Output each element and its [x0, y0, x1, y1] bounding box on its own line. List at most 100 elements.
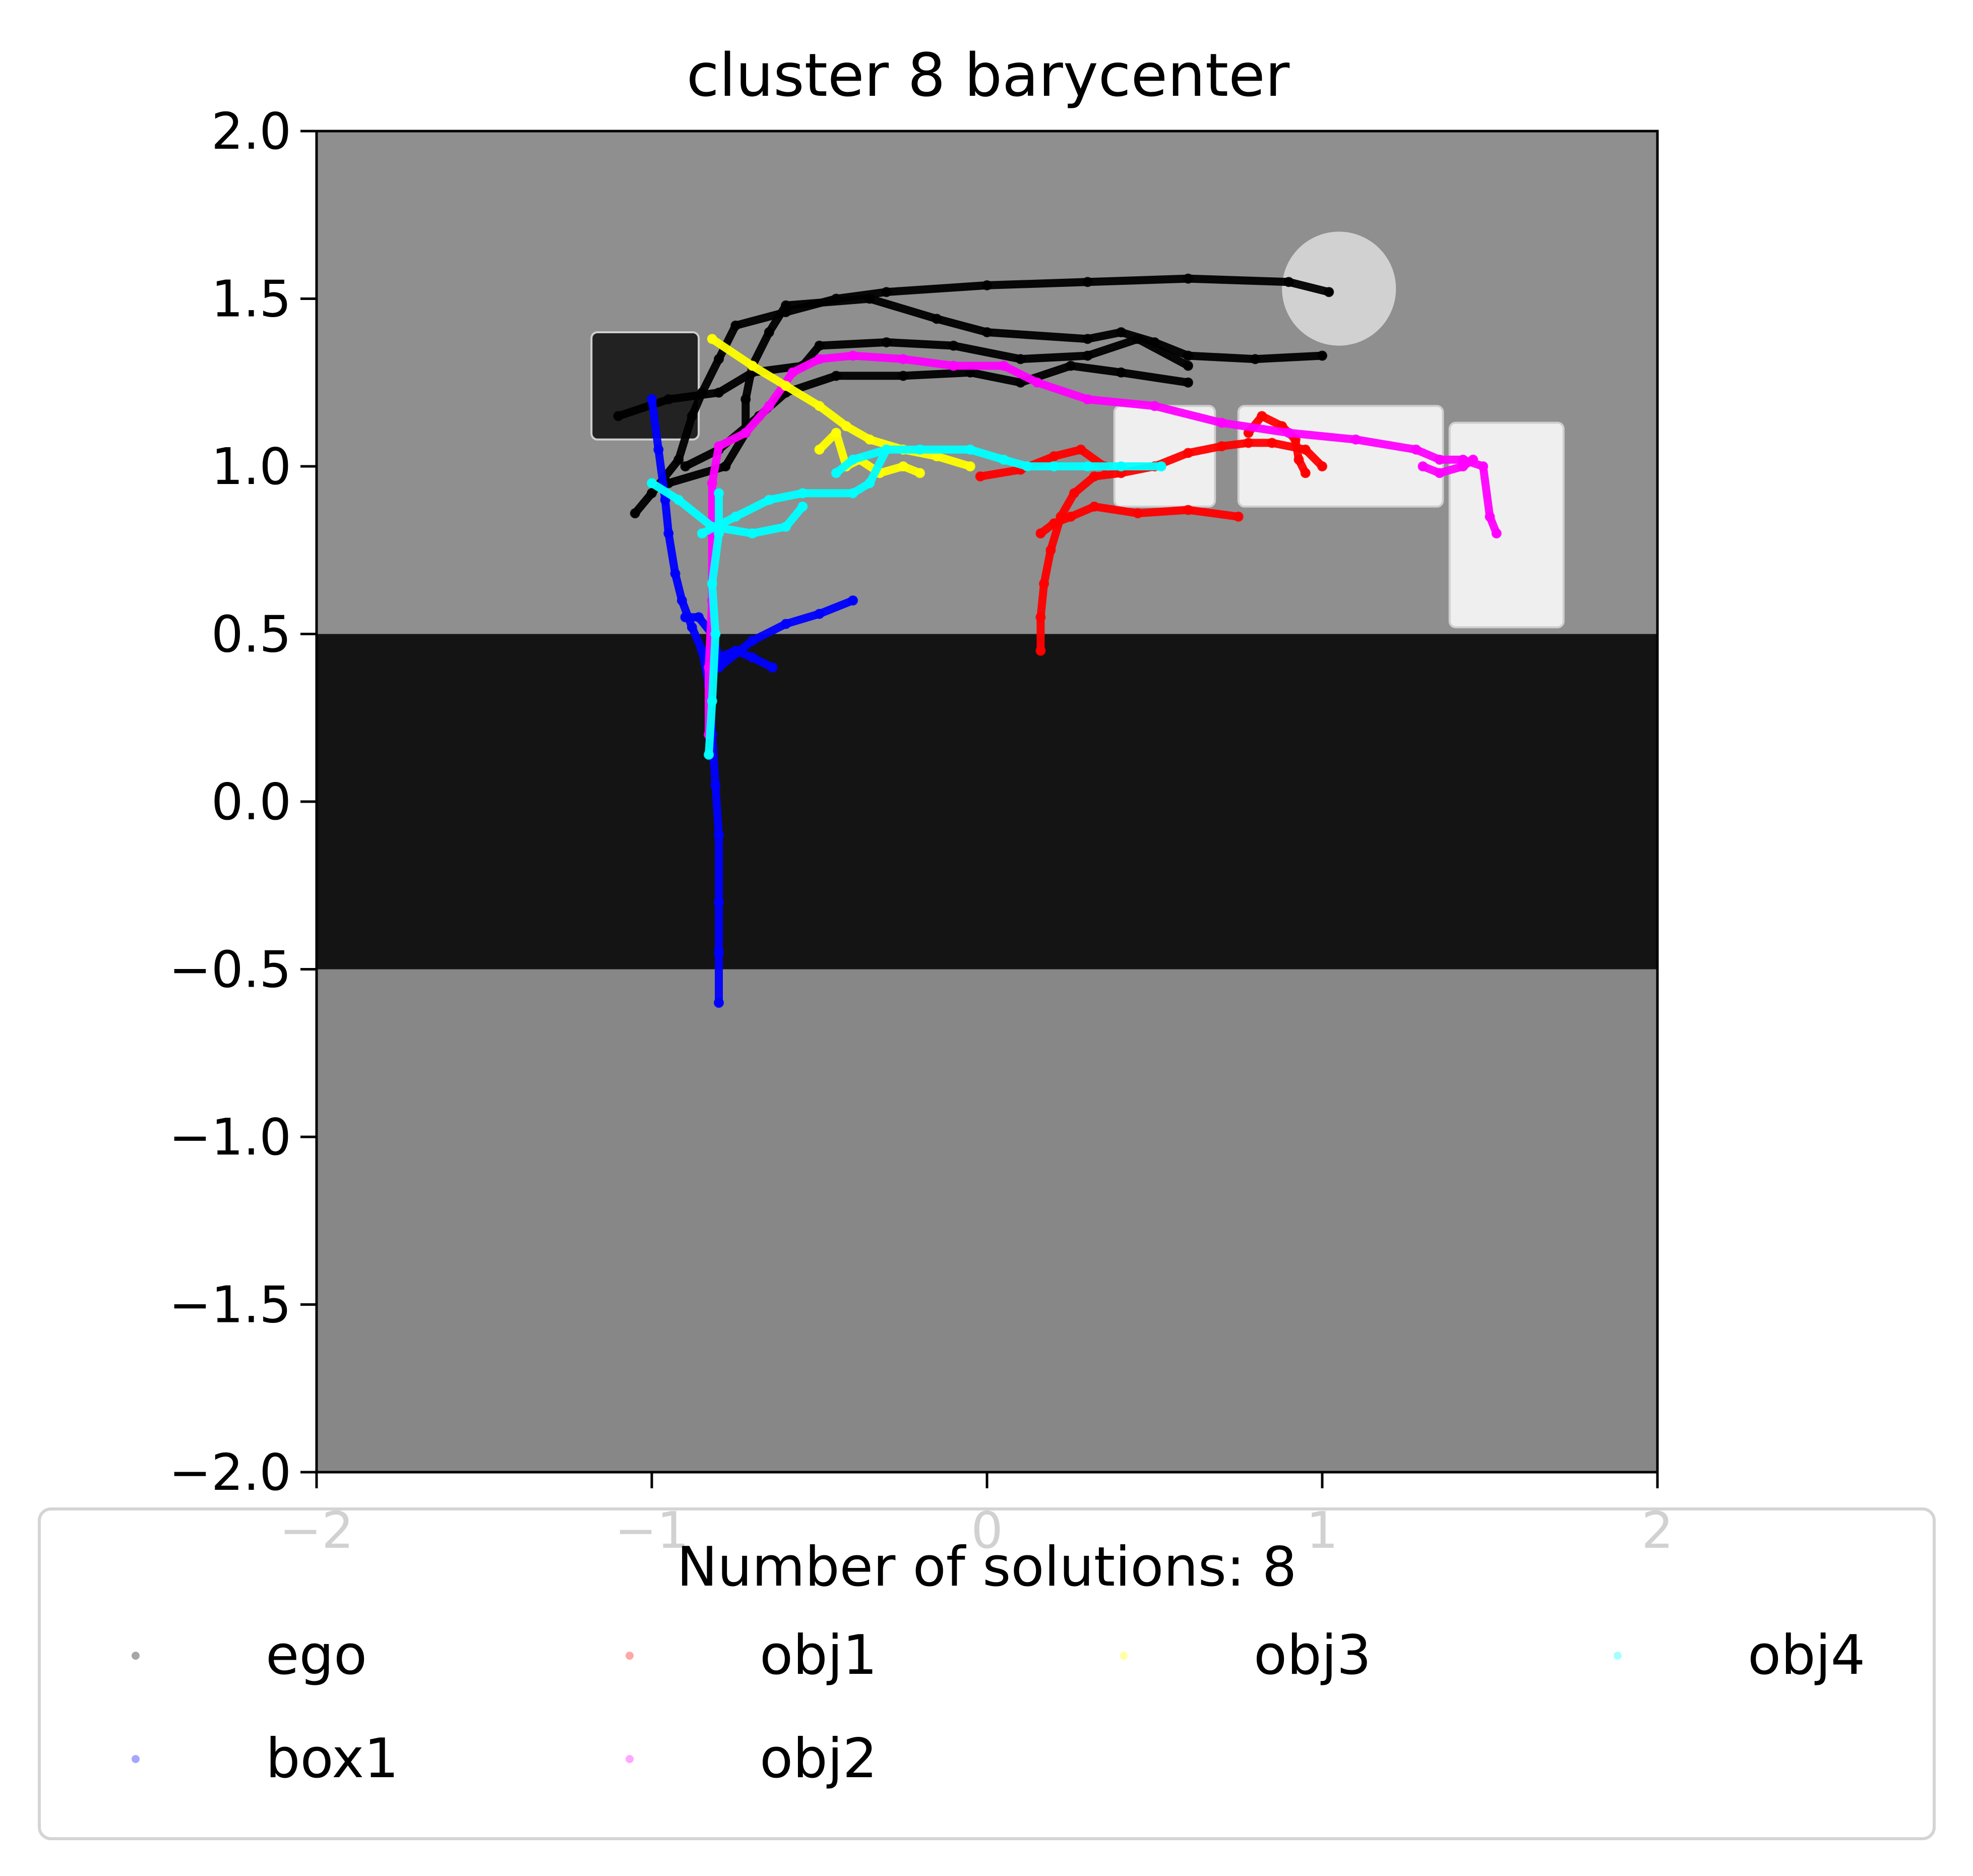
point-obj1-0-1	[1035, 612, 1046, 623]
point-box1-1-5	[747, 652, 758, 663]
obstacle-round-disc	[1282, 231, 1396, 346]
point-obj4-1-6	[965, 444, 975, 455]
point-obj1-3-6	[1035, 528, 1046, 538]
point-obj2-0-10	[1082, 394, 1093, 404]
legend-label-ego: ego	[266, 1624, 367, 1687]
point-obj3-0-8	[965, 461, 975, 471]
point-ego-0-8	[730, 320, 741, 331]
point-ego-0-3	[1082, 277, 1093, 287]
point-box1-0-3	[663, 528, 674, 538]
point-ego-2-8	[865, 293, 875, 304]
point-obj4-2-1	[865, 478, 875, 489]
y-tick-label: 0.5	[211, 605, 291, 664]
point-ego-3-10	[680, 461, 691, 471]
point-box1-1-0	[680, 612, 691, 623]
point-ego-2-3	[1149, 337, 1160, 347]
point-obj4-0-1	[707, 696, 717, 706]
point-ego-2-14	[720, 461, 731, 471]
legend-label-box1: box1	[266, 1727, 399, 1790]
point-obj4-0-2	[710, 629, 721, 639]
point-obj2-0-9	[1149, 401, 1160, 411]
point-ego-3-5	[898, 371, 908, 381]
point-obj2-0-14	[898, 354, 908, 365]
point-obj4-2-0	[881, 444, 892, 455]
point-box1-2-2	[781, 619, 791, 629]
point-obj3-1-1	[831, 428, 841, 438]
legend-marker-obj3	[1120, 1651, 1128, 1660]
point-obj4-2-3	[797, 488, 808, 499]
region-floor-upper	[317, 131, 1657, 634]
point-obj2-1-1	[1434, 468, 1445, 478]
point-obj4-2-5	[730, 511, 741, 522]
legend-label-obj4: obj4	[1748, 1624, 1866, 1687]
point-ego-2-2	[1183, 350, 1193, 361]
point-obj2-0-11	[1032, 377, 1042, 388]
y-tick-label: 1.0	[211, 437, 291, 496]
point-obj1-3-3	[1089, 501, 1099, 512]
legend-entry-box1: box1	[46, 1727, 399, 1790]
point-obj2-0-4	[1434, 454, 1445, 465]
point-obj1-1-2	[1049, 451, 1059, 462]
point-obj4-3-5	[647, 478, 657, 489]
point-obj3-0-5	[865, 434, 875, 445]
point-obj3-1-6	[915, 468, 925, 478]
point-ego-0-9	[714, 354, 724, 365]
point-box1-0-6	[687, 622, 697, 633]
point-obj3-0-3	[814, 401, 825, 411]
point-ego-3-4	[965, 367, 975, 378]
point-obj2-0-8	[1216, 417, 1227, 428]
point-ego-2-1	[1250, 354, 1260, 365]
point-ego-0-5	[881, 287, 892, 297]
legend-marker-obj2	[626, 1754, 634, 1763]
point-ego-2-7	[932, 314, 942, 324]
point-obj3-1-0	[814, 444, 825, 455]
point-obj2-0-6	[1350, 434, 1361, 445]
chart-title: cluster 8 barycenter	[687, 40, 1290, 110]
point-obj3-0-4	[841, 421, 851, 432]
point-obj1-0-13	[1300, 444, 1311, 455]
point-obj4-2-4	[764, 495, 774, 505]
point-obj4-0-0	[704, 749, 714, 760]
point-obj1-1-3	[1076, 444, 1086, 455]
point-obj3-1-5	[898, 461, 908, 471]
point-box1-0-4	[670, 568, 681, 579]
point-ego-1-11	[613, 411, 624, 421]
point-obj2-0-21	[707, 478, 717, 489]
point-box1-0-0	[647, 394, 657, 404]
point-box1-0-14	[714, 998, 724, 1008]
point-ego-2-9	[781, 300, 791, 311]
point-obj4-3-4	[673, 495, 684, 505]
point-obj4-1-0	[1156, 461, 1166, 471]
point-obj4-1-10	[831, 468, 841, 478]
legend-title: Number of solutions: 8	[676, 1536, 1297, 1599]
point-ego-3-6	[831, 371, 841, 381]
obstacle-dark-box	[590, 331, 700, 441]
point-obj2-0-0	[1491, 528, 1502, 538]
point-obj4-2-2	[848, 488, 858, 499]
legend-marker-obj4	[1614, 1651, 1622, 1660]
point-obj1-3-1	[1183, 505, 1193, 515]
y-tick-label: 0.0	[211, 772, 291, 831]
point-ego-0-0	[1324, 287, 1334, 297]
legend-marker-ego	[132, 1651, 140, 1660]
point-obj4-1-9	[848, 454, 858, 465]
legend-entry-obj4: obj4	[1528, 1624, 1865, 1687]
point-obj4-1-5	[999, 454, 1009, 465]
point-ego-1-3	[1015, 354, 1026, 365]
point-box1-0-1	[653, 444, 664, 455]
point-ego-0-12	[673, 454, 684, 465]
y-tick-label: 2.0	[211, 102, 291, 161]
legend-entry-ego: ego	[46, 1624, 367, 1687]
point-ego-0-14	[630, 508, 640, 519]
point-box1-0-12	[714, 897, 724, 907]
point-ego-3-2	[1066, 360, 1076, 371]
legend-label-obj1: obj1	[760, 1624, 878, 1687]
point-obj4-3-1	[781, 521, 791, 532]
point-box1-2-4	[848, 595, 858, 606]
point-ego-2-5	[1082, 334, 1093, 344]
point-ego-3-3	[1015, 377, 1026, 388]
point-obj3-0-1	[747, 360, 758, 371]
point-obj2-1-0	[1417, 461, 1428, 471]
point-ego-1-5	[881, 337, 892, 347]
point-obj1-3-4	[1066, 511, 1076, 522]
